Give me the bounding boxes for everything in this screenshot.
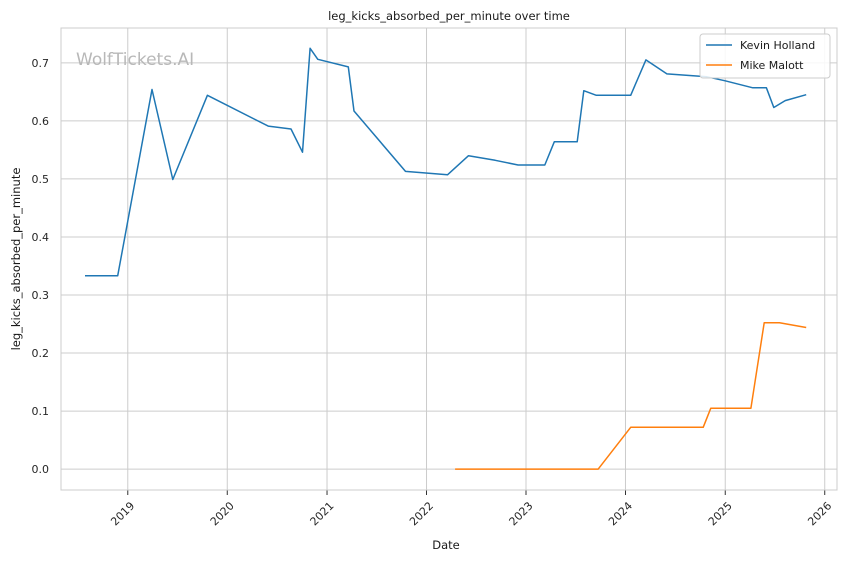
plot-area-frame [60,27,838,491]
y-tick-label: 0.7 [32,57,50,70]
x-axis-title: Date [432,538,460,552]
y-tick-label: 0.4 [32,231,50,244]
y-tick-label: 0.5 [32,173,50,186]
legend-label: Kevin Holland [740,39,815,52]
series-line-mike-malott [455,322,807,470]
legend-label: Mike Malott [740,59,804,72]
y-axis-title: leg_kicks_absorbed_per_minute [9,168,23,351]
x-tick-label: 2021 [308,499,337,528]
x-tick-label: 2023 [507,499,536,528]
chart-title: leg_kicks_absorbed_per_minute over time [328,9,570,23]
axis-ticks: 0.0 0.1 0.2 0.3 0.4 0.5 0.6 0.7 2019 2020 2021 2022… [32,57,835,529]
y-tick-label: 0.6 [32,115,50,128]
y-tick-label: 0.3 [32,289,50,302]
y-tick-label: 0.0 [32,463,50,476]
x-tick-label: 2019 [108,499,137,528]
y-tick-label: 0.1 [32,405,50,418]
x-tick-label: 2022 [407,499,436,528]
grid [61,28,837,495]
x-tick-label: 2020 [208,499,237,528]
watermark: WolfTickets.AI [76,50,194,70]
series-line-kevin-holland [85,47,807,277]
x-tick-label: 2025 [706,499,735,528]
x-tick-label: 2026 [805,499,834,528]
legend-frame [699,33,831,79]
legend: Kevin Holland Mike Malott [699,33,831,79]
y-tick-label: 0.2 [32,347,50,360]
series-lines [85,47,807,470]
x-tick-label: 2024 [606,499,635,528]
